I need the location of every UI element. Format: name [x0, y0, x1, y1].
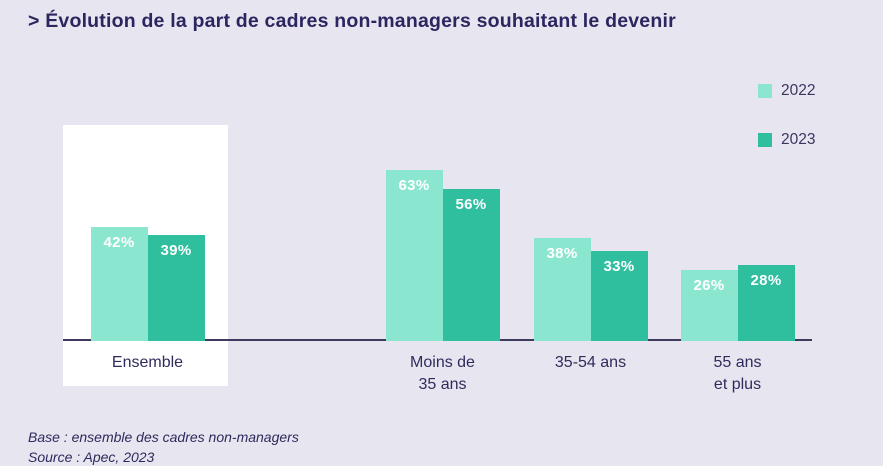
bar-value-label: 33%: [603, 258, 635, 275]
legend-swatch: [758, 84, 772, 98]
bar-2022-moins-de-35-ans: 63%: [385, 170, 443, 341]
legend-item-2022: 2022: [758, 82, 815, 100]
bar-value-label: 56%: [455, 196, 487, 213]
category-label-ensemble: Ensemble: [111, 354, 184, 371]
bar-value-label: 39%: [160, 242, 192, 259]
category-label-moins-de-35-ans: Moins de 35 ans: [410, 354, 475, 393]
bar-2022-35-54-ans: 38%: [533, 238, 591, 341]
legend-label: 2022: [781, 82, 816, 99]
bar-2023-ensemble: 39%: [147, 235, 205, 341]
bar-2023-35-54-ans: 33%: [590, 251, 648, 341]
category-label-35-54-ans: 35-54 ans: [554, 354, 627, 371]
bar-value-label: 28%: [750, 272, 782, 289]
bar-2022-55-ans-et-plus: 26%: [680, 270, 738, 341]
bar-value-label: 63%: [398, 177, 430, 194]
legend-swatch: [758, 133, 772, 147]
bar-2023-55-ans-et-plus: 28%: [737, 265, 795, 341]
bar-2022-ensemble: 42%: [90, 227, 148, 341]
bar-2023-moins-de-35-ans: 56%: [442, 189, 500, 341]
bar-value-label: 42%: [103, 234, 135, 251]
legend: 2022 2023: [758, 82, 815, 180]
bar-value-label: 38%: [546, 245, 578, 262]
bar-value-label: 26%: [693, 277, 725, 294]
legend-item-2023: 2023: [758, 131, 815, 149]
source-note: Source : Apec, 2023: [28, 449, 155, 466]
chart-footnotes: Base : ensemble des cadres non-managers …: [28, 427, 299, 466]
category-label-55-ans-et-plus: 55 ans et plus: [713, 354, 762, 393]
legend-label: 2023: [781, 131, 816, 148]
base-note: Base : ensemble des cadres non-managers: [28, 429, 299, 445]
page-title: > Évolution de la part de cadres non-man…: [28, 10, 676, 32]
